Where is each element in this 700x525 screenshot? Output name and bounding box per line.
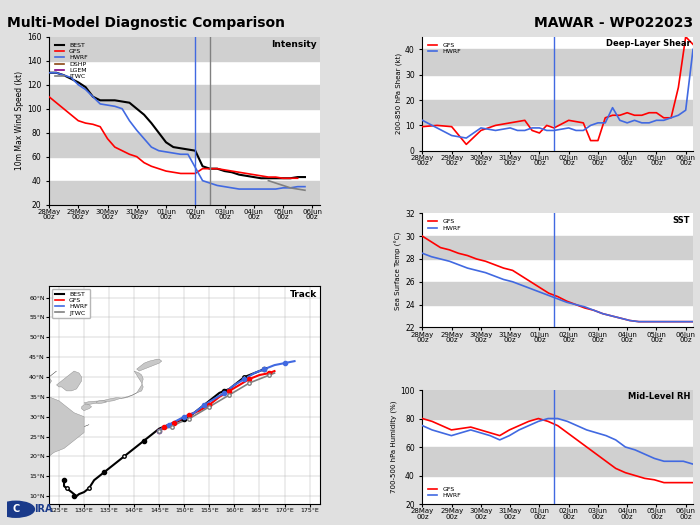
- Legend: GFS, HWRF: GFS, HWRF: [426, 484, 463, 501]
- Polygon shape: [32, 438, 41, 448]
- Text: Intensity: Intensity: [272, 40, 317, 49]
- Y-axis label: Sea Surface Temp (°C): Sea Surface Temp (°C): [395, 231, 402, 310]
- Circle shape: [0, 501, 34, 517]
- Bar: [49, 181, 320, 205]
- Polygon shape: [32, 371, 57, 393]
- Text: IRA: IRA: [34, 504, 52, 514]
- Polygon shape: [57, 371, 82, 391]
- Y-axis label: 200-850 hPa Shear (kt): 200-850 hPa Shear (kt): [395, 53, 402, 134]
- Bar: [422, 390, 693, 418]
- Bar: [49, 37, 320, 61]
- Y-axis label: 10m Max Wind Speed (kt): 10m Max Wind Speed (kt): [15, 71, 24, 170]
- Y-axis label: 700-500 hPa Humidity (%): 700-500 hPa Humidity (%): [391, 401, 398, 493]
- Bar: [49, 133, 320, 156]
- Bar: [422, 447, 693, 476]
- Bar: [49, 85, 320, 109]
- Text: SST: SST: [673, 216, 690, 225]
- Text: Track: Track: [290, 290, 317, 299]
- Bar: [422, 49, 693, 75]
- Polygon shape: [84, 371, 144, 405]
- Text: MAWAR - WP022023: MAWAR - WP022023: [534, 16, 693, 30]
- Text: Mid-Level RH: Mid-Level RH: [628, 392, 690, 401]
- Bar: [422, 236, 693, 259]
- Polygon shape: [136, 359, 162, 371]
- Polygon shape: [24, 463, 44, 476]
- Text: C: C: [12, 504, 20, 514]
- Text: Deep-Layer Shear: Deep-Layer Shear: [606, 39, 690, 48]
- Polygon shape: [74, 425, 89, 430]
- Legend: BEST, GFS, HWRF, JTWC: BEST, GFS, HWRF, JTWC: [52, 289, 90, 318]
- Text: Multi-Model Diagnostic Comparison: Multi-Model Diagnostic Comparison: [7, 16, 285, 30]
- Bar: [422, 100, 693, 125]
- Legend: GFS, HWRF: GFS, HWRF: [426, 216, 463, 233]
- Legend: BEST, GFS, HWRF, DSHP, LGEM, JTWC: BEST, GFS, HWRF, DSHP, LGEM, JTWC: [52, 40, 90, 82]
- Polygon shape: [97, 401, 106, 404]
- Polygon shape: [0, 369, 84, 504]
- Polygon shape: [82, 404, 92, 411]
- Bar: [422, 282, 693, 304]
- Legend: GFS, HWRF: GFS, HWRF: [426, 40, 463, 57]
